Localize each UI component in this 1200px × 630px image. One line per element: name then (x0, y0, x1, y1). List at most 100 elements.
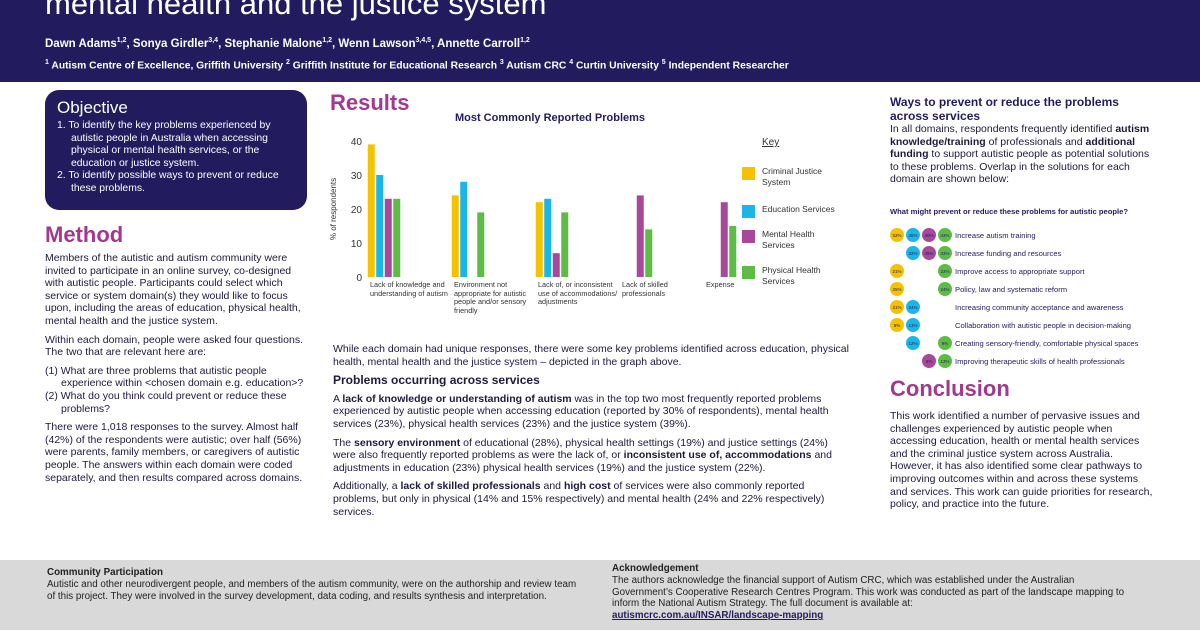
objective-box: Objective 1. To identify the key problem… (45, 90, 307, 210)
solutions-title: Ways to prevent or reduce the problems a… (890, 95, 1119, 123)
paragraph: There were 1,018 responses to the survey… (45, 421, 303, 484)
y-tick-label: 40 (351, 137, 363, 148)
row-label: Creating sensory-friendly, comfortable p… (955, 339, 1139, 348)
authors: Dawn Adams1,2, Sonya Girdler3,4, Stephan… (45, 37, 530, 50)
dot (922, 354, 936, 368)
dot-label: 13% (908, 323, 917, 328)
dot-label: 9% (942, 341, 949, 346)
dot-label: 33% (940, 251, 949, 256)
legend-item: Criminal Justice System (742, 166, 837, 188)
dot (906, 228, 920, 242)
y-tick-label: 10 (351, 239, 363, 250)
bold-run: high cost (563, 480, 611, 493)
dot (906, 336, 920, 350)
row-label: Improve access to appropriate support (955, 267, 1085, 276)
x-tick-label: Lack of knowledge and understanding of a… (370, 280, 448, 298)
author-name: , Stephanie Malone (218, 37, 323, 50)
dot-label: 21% (892, 269, 901, 274)
footer-title: Acknowledgement (612, 563, 699, 574)
dot-label: 22% (940, 269, 949, 274)
solutions: Ways to prevent or reduce the problems a… (890, 95, 1160, 186)
method-title: Method (45, 222, 124, 247)
author-name: , Sonya Girdler (126, 37, 209, 50)
text-run: and adjustments in education (23%) physi… (333, 449, 832, 474)
paragraph: Members of the autistic and autism commu… (45, 252, 301, 327)
footer-text: The authors acknowledge the financial su… (612, 574, 1125, 610)
author-name: , Annette Carroll (431, 37, 521, 50)
figure-title: What might prevent or reduce these probl… (890, 207, 1128, 216)
title: mental health and the justice system (45, 0, 547, 21)
dot-label: 24% (940, 287, 949, 292)
legend-swatch (742, 266, 755, 279)
text-run: A (333, 392, 343, 405)
dot-label: 8% (894, 323, 901, 328)
row-label: Increase autism training (955, 231, 1036, 240)
paragraph: Additionally, a lack of skilled professi… (333, 480, 853, 518)
community: Community Participation Autistic and oth… (47, 567, 577, 602)
legend-item: Mental Health Services (742, 229, 837, 251)
legend-label: Mental Health Services (762, 229, 815, 250)
dot (890, 228, 904, 242)
author-sup: 3,4 (208, 37, 219, 44)
bold-run: additional funding (890, 135, 1136, 161)
legend-label: Education Services (762, 204, 835, 214)
dot-label: 35% (924, 251, 933, 256)
bold-run: lack of skilled professionals (400, 480, 541, 493)
text-run: of services were also commonly reported … (333, 480, 825, 518)
affiliation-sup: 5 (661, 59, 666, 66)
text-run: Additionally, a (333, 480, 401, 493)
row-label: Increase funding and resources (955, 249, 1062, 258)
legend-title: Key (762, 137, 780, 148)
row-label: Improving therapeutic skills of health p… (955, 357, 1125, 366)
link[interactable]: autismcrc.com.au/INSAR/landscape-mapping (612, 610, 824, 622)
affiliations: 1 Autism Centre of Excellence, Griffith … (45, 59, 789, 71)
affiliation-text: Griffith Institute for Educational Resea… (289, 60, 500, 72)
dot-label: 52% (892, 233, 901, 238)
dot-label: 25% (892, 287, 901, 292)
affiliation-text: Independent Researcher (665, 60, 789, 72)
legend-swatch (742, 167, 755, 180)
solutions-figure: What might prevent or reduce these probl… (890, 207, 1139, 368)
legend-swatch (742, 205, 755, 218)
acknowledgement: Acknowledgement The authors acknowledge … (612, 563, 1132, 622)
legend-swatch (742, 230, 755, 243)
dot (906, 318, 920, 332)
bar (645, 229, 653, 277)
footer-text: Autistic and other neurodivergent people… (47, 578, 577, 602)
dot-label: 45% (908, 233, 917, 238)
affiliation-sup: 2 (286, 59, 290, 66)
dot-label: 40% (924, 233, 933, 238)
dot-label: 5% (926, 359, 933, 364)
text-run: of educational (28%), physical health se… (333, 436, 828, 462)
dot (938, 264, 952, 278)
bar-chart: Most Commonly Reported Problems % of resp… (330, 105, 860, 335)
dot (890, 264, 904, 278)
x-tick-label: Lack of, or inconsistent use of accommod… (538, 280, 618, 307)
bar (561, 212, 569, 277)
author-sup: 1,2 (116, 37, 127, 44)
dot (938, 228, 952, 242)
affiliation-sup: 3 (499, 59, 504, 66)
y-tick-label: 20 (351, 205, 363, 216)
x-tick-label: Environment not appropriate for autistic… (454, 280, 527, 315)
dot (890, 282, 904, 296)
legend-label: Criminal Justice System (762, 166, 822, 187)
chart-title: Most Commonly Reported Problems (455, 112, 645, 124)
row-label: Collaboration with autistic people in de… (955, 321, 1131, 330)
dot (938, 282, 952, 296)
author-name: Dawn Adams (45, 37, 117, 50)
dot (938, 354, 952, 368)
legend-label: Physical Health Services (762, 265, 821, 286)
x-tick-label: Lack of skilled professionals (622, 280, 668, 298)
conclusion-text: This work identified a number of pervasi… (890, 410, 1153, 511)
dot-label: 43% (940, 233, 949, 238)
affiliation-text: Curtin University (573, 60, 662, 72)
bar (720, 202, 728, 277)
dot (938, 246, 952, 260)
method-text: Members of the autistic and autism commu… (45, 252, 307, 490)
results-text: While each domain had unique responses, … (333, 343, 853, 524)
dot (906, 300, 920, 314)
objective-title: Objective (57, 98, 128, 117)
dot (890, 300, 904, 314)
legend-item: Education Services (742, 204, 837, 218)
